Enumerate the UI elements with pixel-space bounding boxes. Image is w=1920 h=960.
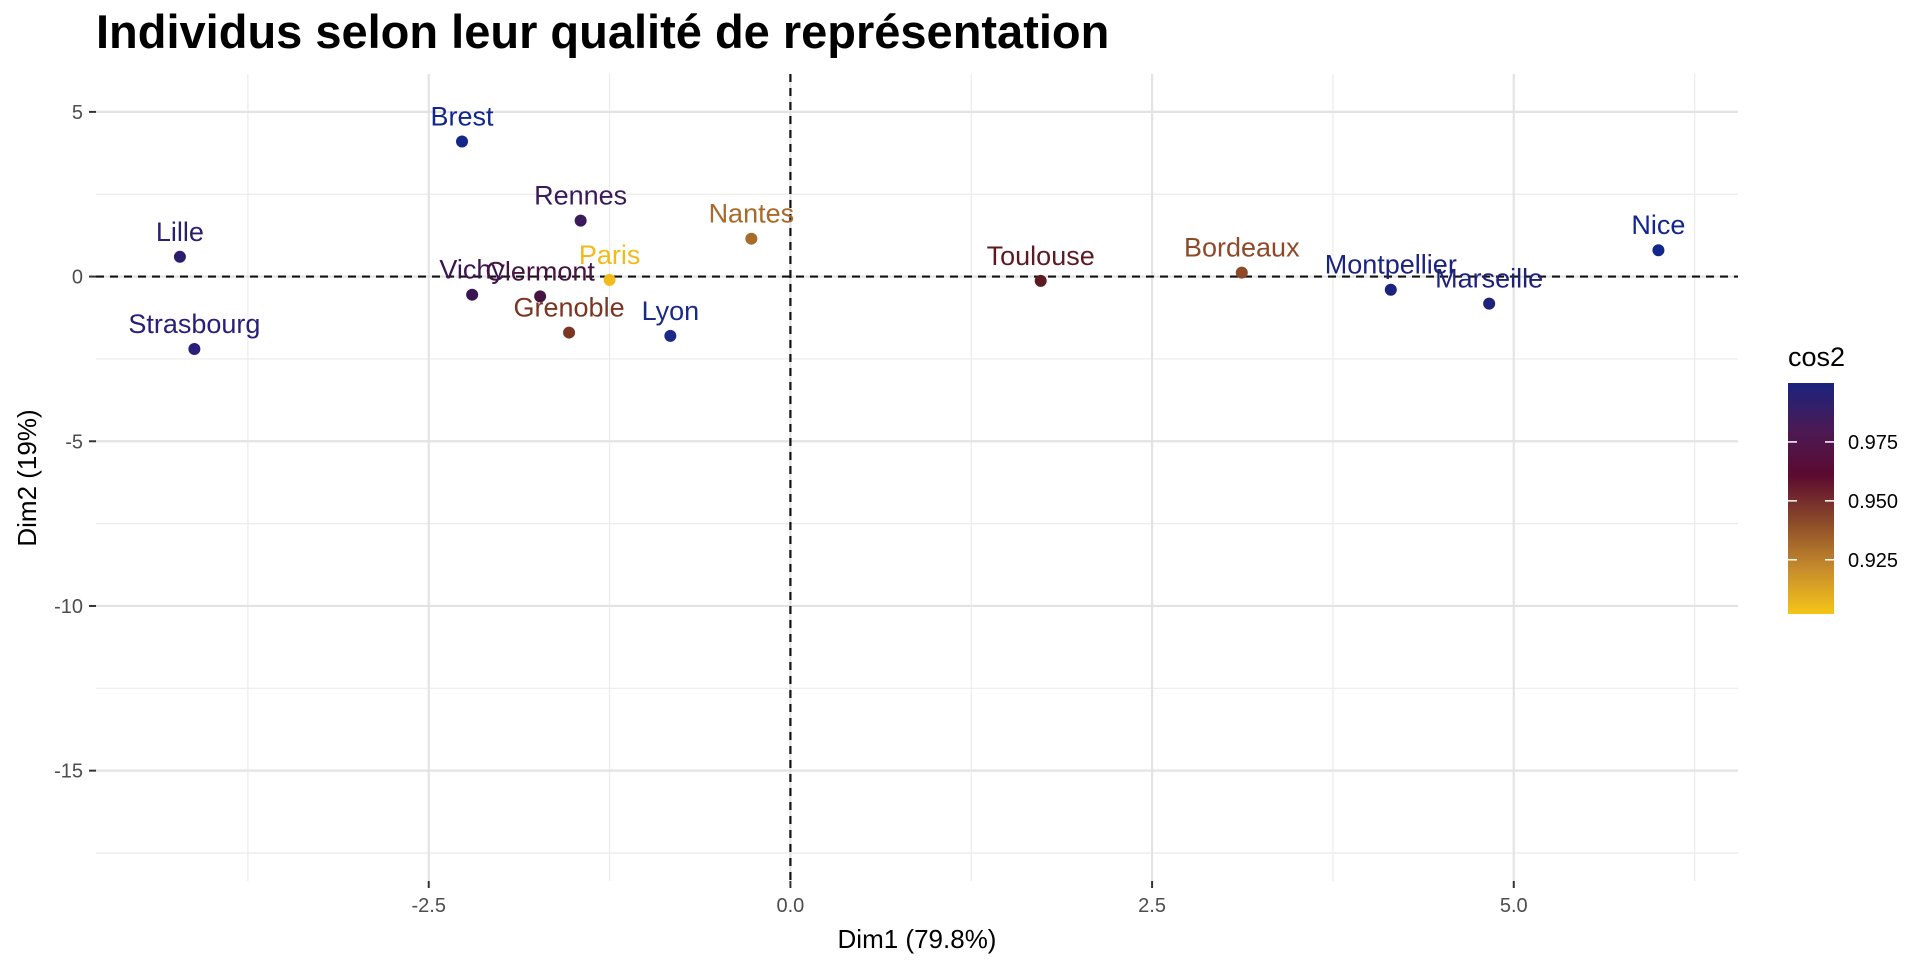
point-labels-layer: Brest Rennes Nantes Lille VichyClermontParis… bbox=[128, 102, 1685, 340]
y-tick-label: 5 bbox=[72, 102, 83, 124]
point-label: Bordeaux bbox=[1184, 233, 1300, 263]
x-tick-label: 2.5 bbox=[1138, 895, 1166, 917]
color-legend: cos2 0.975 0.950 0.925 bbox=[1788, 342, 1898, 614]
x-tick-label: 5.0 bbox=[1500, 895, 1528, 917]
data-point bbox=[456, 135, 469, 148]
data-point bbox=[1652, 244, 1665, 257]
data-point bbox=[1034, 274, 1047, 287]
point-label: Rennes bbox=[534, 181, 627, 211]
chart-title: Individus selon leur qualité de représen… bbox=[96, 5, 1110, 58]
point-label: Clermont bbox=[485, 256, 595, 286]
x-tick-label: 0.0 bbox=[777, 895, 805, 917]
data-point bbox=[534, 290, 547, 303]
legend-ticks: 0.975 0.950 0.925 bbox=[1788, 432, 1898, 572]
y-tick-label: -10 bbox=[54, 596, 83, 618]
point-label: Nantes bbox=[709, 199, 795, 229]
point-label: Vichy bbox=[439, 255, 505, 285]
legend-colorbar bbox=[1788, 383, 1834, 614]
y-tick-label: 0 bbox=[72, 267, 83, 289]
x-tick-label: -2.5 bbox=[412, 895, 446, 917]
major-gridlines bbox=[96, 74, 1738, 881]
x-axis-title: Dim1 (79.8%) bbox=[838, 924, 997, 954]
point-label: Lille bbox=[156, 217, 204, 247]
point-label: Brest bbox=[430, 102, 494, 132]
point-label: Nice bbox=[1631, 210, 1685, 240]
data-point bbox=[1483, 297, 1496, 310]
legend-title: cos2 bbox=[1788, 342, 1845, 372]
data-point bbox=[466, 288, 479, 301]
data-point bbox=[563, 326, 576, 339]
point-label: Strasbourg bbox=[128, 309, 260, 339]
legend-tick-label: 0.950 bbox=[1848, 491, 1898, 513]
point-label: Toulouse bbox=[987, 241, 1095, 271]
points-layer bbox=[173, 135, 1665, 356]
point-label: Grenoble bbox=[514, 293, 625, 323]
data-point bbox=[664, 329, 677, 342]
y-tick-label: -5 bbox=[65, 431, 83, 453]
data-point bbox=[1384, 283, 1397, 296]
data-point bbox=[173, 250, 186, 263]
y-axis-title: Dim2 (19%) bbox=[12, 409, 42, 546]
minor-gridlines bbox=[96, 74, 1738, 881]
legend-tick-label: 0.975 bbox=[1848, 432, 1898, 454]
point-label: Lyon bbox=[642, 296, 700, 326]
reference-lines bbox=[96, 74, 1738, 881]
y-tick-label: -15 bbox=[54, 761, 83, 783]
axis-ticks: -2.5 0.0 2.5 5.0 5 0 -5 -10 -15 bbox=[54, 102, 1528, 917]
data-point bbox=[745, 232, 758, 245]
legend-tick-label: 0.925 bbox=[1848, 550, 1898, 572]
data-point bbox=[188, 343, 201, 356]
point-label: Montpellier bbox=[1325, 250, 1457, 280]
data-point bbox=[1235, 266, 1248, 279]
point-label: Paris bbox=[579, 240, 641, 270]
data-point bbox=[603, 273, 616, 286]
point-label: Marseille bbox=[1435, 264, 1543, 294]
data-point bbox=[574, 214, 587, 227]
